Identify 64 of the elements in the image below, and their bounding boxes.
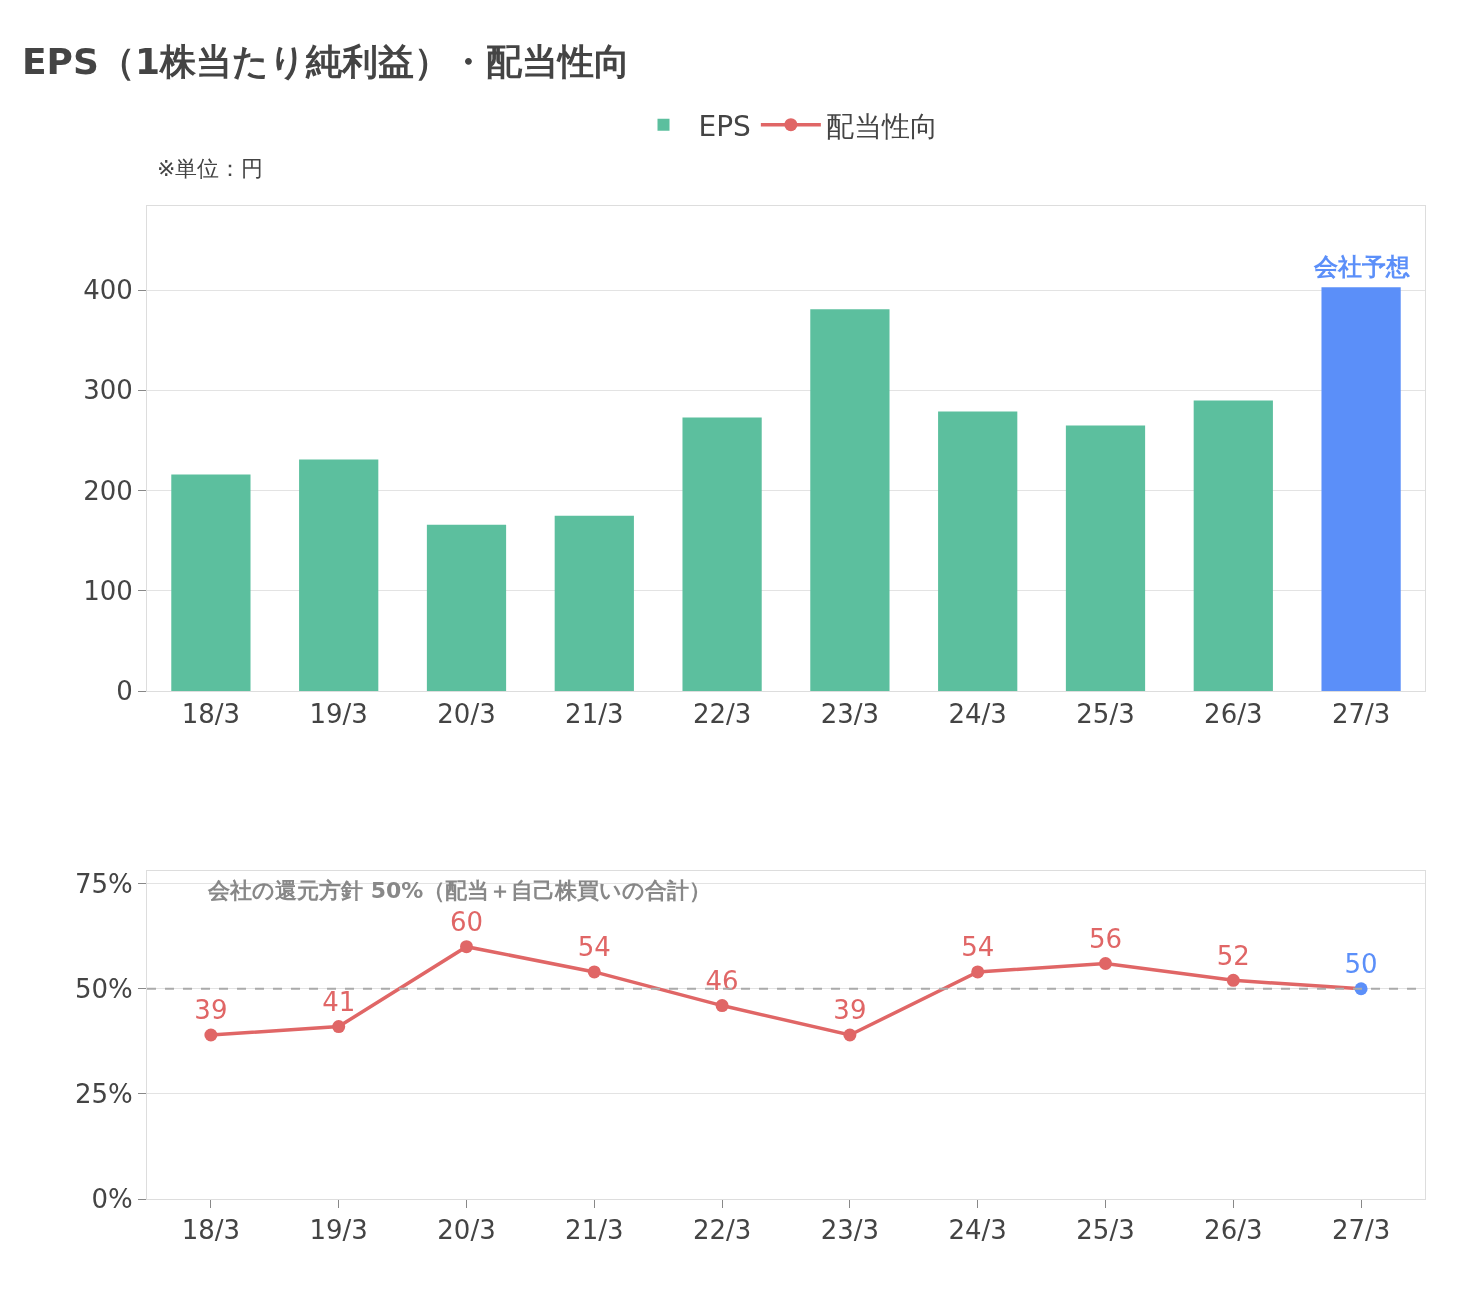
annotation: 会社の還元方針 50%（配当＋自己株買いの合計）	[207, 878, 712, 903]
x-tick-label: 22/3	[692, 699, 752, 730]
x-tick-label: 25/3	[1076, 699, 1135, 730]
y-tick-label: 200	[83, 475, 133, 506]
legend-label: EPS	[698, 109, 751, 143]
bar	[171, 474, 251, 691]
y-tick-label: 50%	[75, 973, 133, 1004]
x-tick-label: 21/3	[565, 699, 624, 730]
x-tick-label: 20/3	[437, 699, 496, 730]
bar	[426, 524, 507, 691]
x-tick-label: 26/3	[1204, 1215, 1263, 1246]
x-tick-label: 19/3	[309, 699, 368, 730]
x-tick-label: 26/3	[1204, 699, 1263, 730]
x-tick-label: 24/3	[948, 699, 1007, 730]
x-tick-label: 27/3	[1331, 699, 1391, 730]
y-tick-label: 300	[83, 375, 133, 406]
y-tick-label: 100	[83, 575, 133, 606]
chart-subtitle: ※単位：円	[157, 156, 264, 181]
x-tick-label: 18/3	[181, 1215, 241, 1246]
point	[460, 940, 473, 954]
y-tick-label: 25%	[75, 1078, 133, 1109]
y-tick-label: 0	[116, 676, 133, 707]
point	[843, 1028, 857, 1042]
data-label: 56	[1088, 923, 1123, 954]
x-tick-label: 27/3	[1331, 1215, 1391, 1246]
bar	[1065, 425, 1146, 691]
x-tick-label: 23/3	[820, 699, 880, 730]
point	[204, 1028, 218, 1042]
y-tick-label: 75%	[75, 868, 133, 899]
y-tick-label: 400	[83, 275, 133, 306]
data-label: 41	[322, 986, 356, 1017]
y-tick-label: 0%	[91, 1184, 133, 1215]
bar	[938, 411, 1018, 691]
point	[587, 965, 601, 979]
point	[971, 965, 985, 979]
point	[1226, 973, 1240, 987]
point	[332, 1020, 346, 1034]
data-label: 50	[1344, 949, 1378, 980]
x-tick-label: 25/3	[1076, 1215, 1135, 1246]
bar	[299, 459, 379, 691]
x-tick-label: 23/3	[820, 1215, 880, 1246]
bar	[1193, 400, 1273, 691]
data-label: 54	[577, 932, 611, 963]
data-label: 54	[961, 932, 995, 963]
bar	[1321, 287, 1401, 691]
annotation: 会社予想	[1313, 253, 1410, 281]
chart-title: EPS（1株当たり純利益）・配当性向	[22, 41, 630, 82]
x-tick-label: 19/3	[309, 1215, 368, 1246]
bar	[810, 309, 890, 691]
x-tick-label: 24/3	[948, 1215, 1007, 1246]
data-label: 39	[833, 995, 867, 1026]
x-tick-label: 18/3	[181, 699, 241, 730]
bar	[554, 515, 634, 691]
bar	[682, 417, 762, 691]
data-label: 46	[705, 965, 739, 996]
legend-label: 配当性向	[825, 109, 938, 143]
data-label: 39	[194, 995, 228, 1026]
point	[715, 999, 729, 1013]
point	[1099, 957, 1112, 970]
data-label: 52	[1216, 940, 1250, 971]
x-tick-label: 21/3	[565, 1215, 624, 1246]
data-label: 60	[449, 907, 484, 938]
x-tick-label: 22/3	[692, 1215, 752, 1246]
x-tick-label: 20/3	[437, 1215, 496, 1246]
